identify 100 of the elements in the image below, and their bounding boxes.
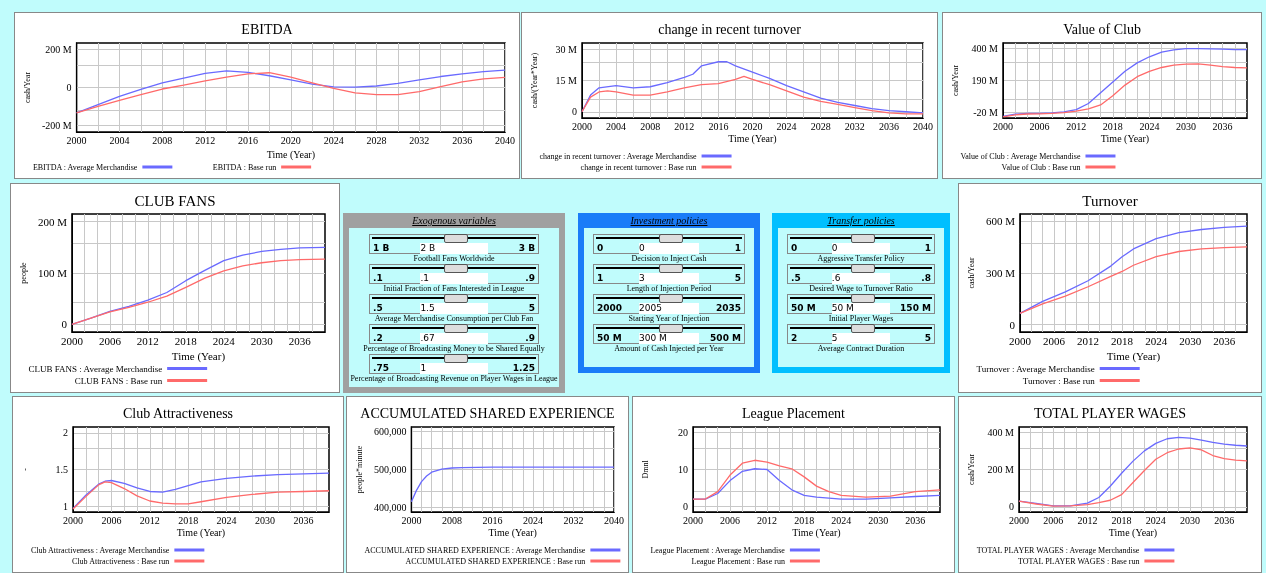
x-tick-label: 2012 xyxy=(1066,120,1087,132)
y-tick-label: 300 M xyxy=(985,267,1016,279)
y-tick-label: 0 xyxy=(1009,501,1014,513)
y-tick-label: 0 xyxy=(683,500,688,512)
x-tick-label: 2036 xyxy=(1212,120,1233,132)
x-tick-label: 2024 xyxy=(522,514,543,526)
text: 5 xyxy=(734,273,741,284)
text: Initial Fraction of Fans Interested in League xyxy=(382,284,526,293)
x-tick-label: 2024 xyxy=(323,134,344,146)
text: 1.5 xyxy=(420,303,488,314)
x-tick-label: 2028 xyxy=(810,120,831,132)
x-tick-label: 2024 xyxy=(831,514,852,526)
line-series xyxy=(1019,246,1248,315)
x-tick-label: 2036 xyxy=(293,514,314,526)
legend-label: ACCUMULATED SHARED EXPERIENCE : Average Merchandise xyxy=(364,545,586,555)
x-tick-label: 2040 xyxy=(604,514,624,526)
y-axis-title: - xyxy=(20,467,30,471)
y-tick-label: 2 xyxy=(63,427,68,439)
text: Transfer policies xyxy=(772,213,950,228)
text: Investment policies xyxy=(578,213,760,228)
x-tick-label: 2036 xyxy=(905,514,926,526)
text: .75 xyxy=(373,363,389,374)
text: 1 xyxy=(597,273,604,284)
legend-label: ACCUMULATED SHARED EXPERIENCE : Base run xyxy=(405,556,586,566)
legend-label: Turnover : Average Merchandise xyxy=(976,363,1095,374)
text: 2 B xyxy=(420,243,488,254)
y-axis-title: people xyxy=(18,261,28,284)
x-tick-label: 2030 xyxy=(1180,514,1200,526)
x-axis-title: Time (Year) xyxy=(1100,132,1150,145)
x-tick-label: 2024 xyxy=(776,120,797,132)
text: 3 xyxy=(639,273,699,284)
text: Starting Year of Injection xyxy=(627,314,711,323)
x-tick-label: 2024 xyxy=(212,334,236,347)
y-tick-label: 0 xyxy=(66,82,72,93)
x-tick-label: 2018 xyxy=(1102,120,1123,132)
text: .5 xyxy=(373,303,383,314)
x-tick-label: 2016 xyxy=(237,134,258,146)
x-tick-label: 2000 xyxy=(572,120,592,132)
text: 2000 xyxy=(597,303,623,314)
line-series xyxy=(692,459,941,500)
text: .6 xyxy=(831,273,891,284)
line-series xyxy=(410,466,615,503)
text: 1 xyxy=(420,363,488,374)
text: 150 M xyxy=(900,303,931,314)
y-tick-label: 0 xyxy=(61,318,68,331)
chart-title: Club Attractiveness xyxy=(122,405,234,421)
legend-label: TOTAL PLAYER WAGES : Average Merchandise xyxy=(976,545,1140,555)
text: 500 M xyxy=(710,333,741,344)
legend-label: change in recent turnover : Base run xyxy=(580,162,697,172)
text: Decision to Inject Cash xyxy=(630,254,708,263)
chart-title: Value of Club xyxy=(1063,21,1141,37)
y-tick-label: 200 M xyxy=(37,215,68,228)
text: 1 B xyxy=(373,243,390,254)
legend-label: CLUB FANS : Base run xyxy=(74,375,163,386)
text: 2 xyxy=(791,333,798,344)
y-axis-title: cash/Year xyxy=(966,453,976,486)
line-series xyxy=(71,258,326,325)
x-tick-label: 2012 xyxy=(757,514,778,526)
x-tick-label: 2018 xyxy=(174,334,198,347)
x-tick-label: 2000 xyxy=(683,514,703,526)
y-tick-label: 10 xyxy=(678,464,688,475)
legend-label: CLUB FANS : Average Merchandise xyxy=(28,363,163,374)
y-tick-label: 1 xyxy=(63,500,68,512)
x-axis-title: Time (Year) xyxy=(728,132,777,145)
x-tick-label: 2030 xyxy=(1176,120,1196,132)
text: .5 xyxy=(791,273,801,284)
y-axis-title: cash/Year xyxy=(22,71,32,104)
x-tick-label: 2020 xyxy=(742,120,763,132)
x-tick-label: 2032 xyxy=(563,514,584,526)
x-tick-label: 2006 xyxy=(1042,334,1066,347)
text: Average Contract Duration xyxy=(816,344,906,353)
text: .67 xyxy=(420,333,488,344)
y-tick-label: 190 M xyxy=(971,75,999,86)
chart-title: change in recent turnover xyxy=(658,21,802,37)
chart-title: Turnover xyxy=(1082,192,1138,209)
text: 0 xyxy=(597,243,604,254)
x-tick-label: 2018 xyxy=(1111,334,1134,347)
y-tick-label: 500,000 xyxy=(373,464,407,475)
text: 1 xyxy=(924,243,931,254)
x-tick-label: 2012 xyxy=(1077,334,1100,347)
x-axis-title: Time (Year) xyxy=(488,526,537,539)
x-tick-label: 2004 xyxy=(606,120,627,132)
x-tick-label: 2008 xyxy=(640,120,661,132)
x-tick-label: 2030 xyxy=(1179,334,1202,347)
y-tick-label: 200 M xyxy=(45,44,72,56)
legend-label: Value of Club : Base run xyxy=(1001,162,1081,172)
text: 50 M xyxy=(597,333,622,344)
y-axis-title: Dmnl xyxy=(640,459,650,479)
x-tick-label: 2000 xyxy=(993,120,1013,132)
legend-label: Club Attractiveness : Average Merchandise xyxy=(30,545,170,555)
legend-label: League Placement : Average Merchandise xyxy=(650,545,786,555)
text: Initial Player Wages xyxy=(827,314,895,323)
chart-title: TOTAL PLAYER WAGES xyxy=(1033,405,1187,421)
x-tick-label: 2018 xyxy=(1111,514,1132,526)
text: 5 xyxy=(831,333,891,344)
y-tick-label: 15 M xyxy=(555,75,578,86)
x-tick-label: 2018 xyxy=(178,514,199,526)
x-tick-label: 2012 xyxy=(139,514,160,526)
text: .1 xyxy=(420,273,488,284)
text: 5 xyxy=(528,303,535,314)
